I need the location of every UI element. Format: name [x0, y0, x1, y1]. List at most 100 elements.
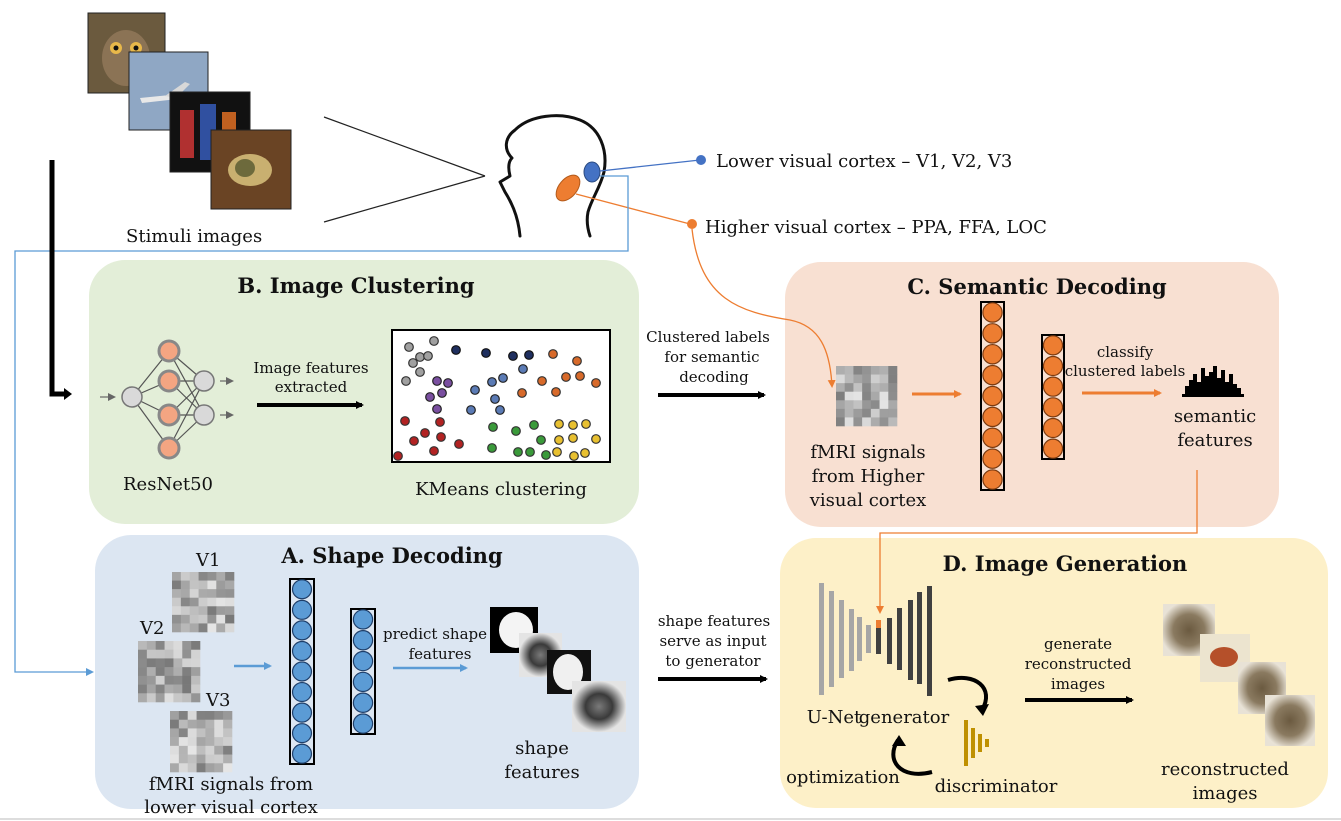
cluster-point	[591, 434, 601, 444]
shape-feature-image-4	[572, 681, 626, 732]
v2-label: V2	[139, 618, 164, 639]
voxel-cell	[138, 667, 148, 677]
cluster-point	[454, 439, 464, 449]
voxel-cell	[155, 641, 165, 651]
cluster-point	[537, 376, 547, 386]
voxel-cell	[146, 675, 157, 685]
voxel-cell	[172, 597, 182, 607]
voxel-cell	[191, 693, 201, 703]
cluster-point	[524, 350, 534, 360]
voxel-cell	[844, 400, 854, 410]
voxel-cell	[207, 623, 217, 633]
voxel-cell	[187, 754, 197, 764]
shape-layer-1-frame	[289, 578, 315, 765]
shape-features-label-line1: shape	[515, 738, 569, 759]
unet-bar	[849, 609, 854, 671]
shape-input-text-line3: to generator	[665, 652, 761, 670]
voxel-cell	[189, 623, 199, 633]
voxel-cell	[198, 572, 208, 581]
voxel-cell	[879, 383, 889, 393]
voxel-cell	[155, 649, 165, 659]
voxel-cell	[178, 763, 189, 773]
voxel-cell	[853, 400, 863, 410]
shape-input-text-line1: shape features	[658, 612, 770, 630]
voxel-cell	[836, 391, 846, 401]
higher-cortex-leader	[575, 193, 691, 225]
voxel-cell	[879, 374, 889, 384]
voxel-cell	[216, 589, 226, 599]
voxel-cell	[862, 400, 872, 410]
voxel-cell	[862, 408, 872, 418]
cluster-point	[429, 336, 439, 346]
semantic-histogram-icon	[1182, 366, 1244, 397]
histogram-bar	[1193, 374, 1197, 394]
clustered-labels-text-line1: Clustered labels	[646, 328, 770, 346]
cluster-point	[415, 367, 425, 377]
semantic-features-label-line2: features	[1177, 430, 1252, 451]
voxel-cell	[170, 745, 180, 755]
semantic-layer-2-node	[1042, 397, 1064, 418]
voxel-cell	[146, 693, 157, 703]
voxel-cell	[187, 737, 197, 747]
shape-layer-1-node	[291, 661, 313, 682]
panel-a-title: A. Shape Decoding	[280, 543, 503, 568]
voxel-cell	[225, 589, 235, 599]
cluster-point	[487, 443, 497, 453]
voxel-cell	[836, 417, 846, 427]
unet-bar	[839, 600, 844, 678]
reconstructed-label-line1: reconstructed	[1161, 759, 1289, 780]
voxel-cell	[173, 658, 183, 668]
cluster-point	[415, 352, 425, 362]
generator-to-discriminator-arrow	[947, 676, 989, 712]
voxel-cell	[198, 623, 208, 633]
semantic-layer-1-node	[982, 323, 1003, 344]
voxel-cell	[844, 383, 854, 393]
voxel-cell	[182, 693, 192, 703]
voxel-cell	[155, 675, 165, 685]
voxel-cell	[138, 649, 148, 659]
unet-bar	[876, 628, 881, 654]
voxel-cell	[155, 684, 165, 694]
voxel-cell	[146, 649, 157, 659]
stimulus-bird-image	[210, 129, 292, 210]
cluster-point	[481, 348, 491, 358]
voxel-cell	[170, 763, 180, 773]
voxel-cell	[182, 649, 192, 659]
semantic-to-generator-route	[876, 470, 1198, 614]
reconstructed-label-line2: images	[1193, 783, 1258, 804]
voxel-cell	[216, 580, 226, 590]
voxel-cell	[870, 400, 880, 410]
stimuli-route-line	[49, 160, 66, 397]
voxel-cell	[862, 417, 872, 427]
cluster-point	[548, 349, 558, 359]
voxel-cell	[146, 641, 157, 651]
voxel-cell	[853, 408, 863, 418]
voxel-cell	[207, 589, 217, 599]
voxel-cell	[170, 711, 180, 721]
voxel-cell	[862, 374, 872, 384]
histogram-baseline	[1182, 394, 1244, 397]
unet-bar	[857, 617, 862, 661]
voxel-cell	[205, 737, 215, 747]
fmri-lower-label-line2: lower visual cortex	[144, 797, 318, 818]
voxel-cell	[216, 597, 226, 607]
voxel-cell	[170, 754, 180, 764]
shape-layer-2-node	[352, 650, 374, 672]
discriminator-bar	[971, 728, 975, 758]
voxel-cell	[870, 391, 880, 401]
histogram-bar	[1229, 374, 1233, 394]
cluster-point	[409, 436, 419, 446]
image-features-label-line1: Image features	[253, 359, 368, 377]
voxel-cell	[155, 667, 165, 677]
voxel-cell	[172, 589, 182, 599]
voxel-cell	[205, 728, 215, 738]
voxel-cell	[180, 597, 191, 607]
voxel-cell	[164, 667, 174, 677]
voxel-cell	[205, 754, 215, 764]
cluster-point	[575, 371, 585, 381]
voxel-cell	[164, 641, 174, 651]
voxel-cell	[216, 572, 226, 581]
unet-label: U-Net	[807, 707, 862, 728]
voxel-cell	[853, 374, 863, 384]
